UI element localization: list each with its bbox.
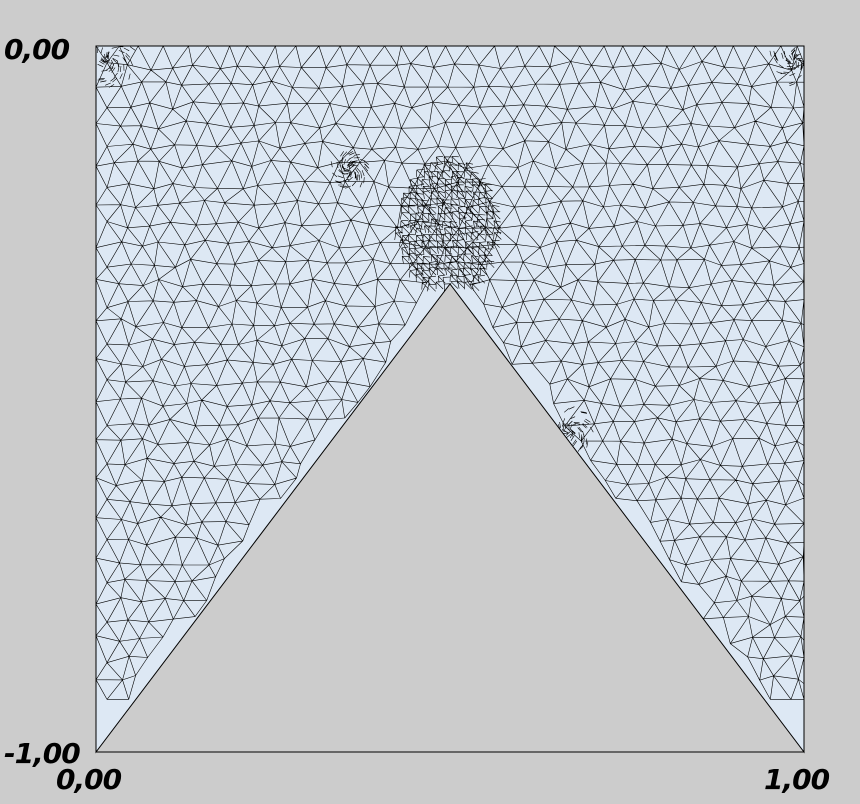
mesh-edges bbox=[95, 45, 805, 700]
y-axis-max-label: 0,00 bbox=[4, 33, 70, 66]
y-axis-min-label: -1,00 bbox=[4, 737, 81, 770]
mesh-edge-path bbox=[95, 45, 805, 700]
x-axis-max-label: 1,00 bbox=[764, 763, 830, 796]
x-axis-min-label: 0,00 bbox=[56, 763, 122, 796]
mesh-domain bbox=[95, 45, 805, 754]
